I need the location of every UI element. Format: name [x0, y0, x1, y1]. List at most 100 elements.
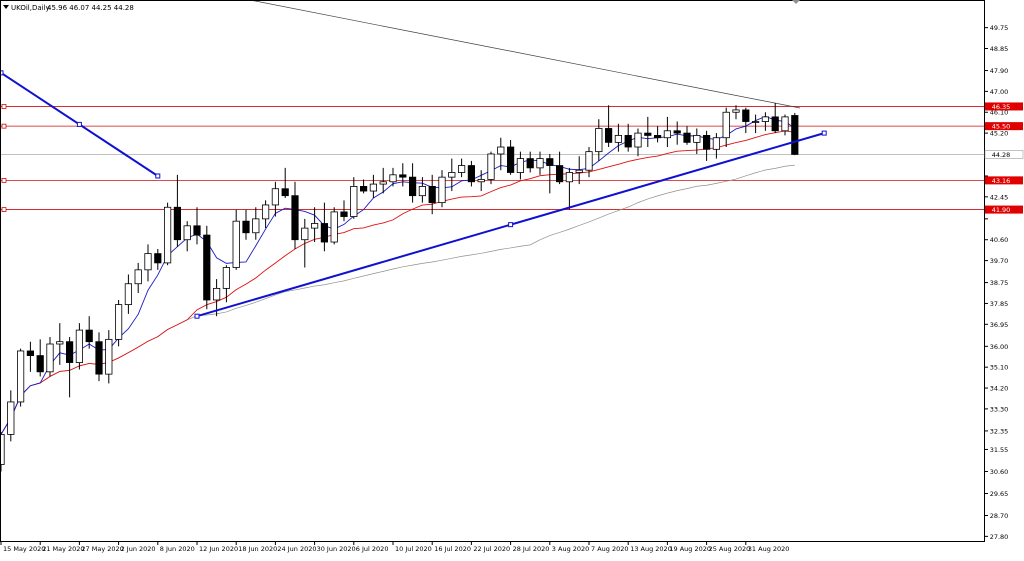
candle-body	[448, 172, 456, 178]
x-tick-label: 25 Aug 2020	[709, 545, 751, 553]
y-tick-label: 31.55	[990, 446, 1009, 454]
y-tick-label: 27.80	[990, 533, 1009, 541]
candle-body	[291, 195, 299, 241]
level-price-text: 45.50	[992, 123, 1011, 131]
candle-body	[203, 234, 211, 301]
level-price-text: 43.16	[992, 177, 1011, 185]
trend-channel[interactable]	[0, 70, 827, 319]
candle-body	[320, 223, 329, 243]
candle-body	[771, 116, 779, 132]
channel-handle	[821, 130, 827, 136]
candle-body	[634, 132, 642, 148]
y-tick-label: 34.20	[990, 385, 1009, 393]
candle-body	[781, 116, 789, 132]
candle-body	[565, 172, 574, 183]
ma-mid-line	[0, 130, 795, 435]
candle-body	[575, 169, 583, 173]
candle-body	[536, 158, 544, 169]
candle-body	[497, 146, 505, 155]
candle-body	[330, 211, 338, 243]
candle-body	[7, 401, 15, 435]
y-tick-label: 38.75	[990, 279, 1009, 287]
candle-body	[712, 137, 721, 150]
candle-body	[487, 153, 495, 180]
diagonal-trendline	[249, 0, 801, 109]
candle-body	[85, 329, 93, 343]
candle-body	[379, 181, 387, 185]
candle-body	[457, 165, 466, 173]
symbol-menu-icon[interactable]	[3, 5, 9, 9]
level-anchor	[1, 177, 7, 183]
y-tick-label: 49.75	[990, 24, 1009, 32]
y-tick-label: 37.85	[990, 300, 1009, 308]
x-tick-label: 24 Jun 2020	[277, 545, 316, 553]
candle-body	[614, 135, 623, 143]
candle-body	[526, 158, 534, 169]
x-tick-label: 27 May 2020	[81, 545, 123, 553]
candle-body	[428, 186, 436, 204]
level-price-badge	[985, 122, 1023, 131]
candle-body	[154, 253, 162, 264]
x-tick-label: 31 Aug 2020	[748, 545, 790, 553]
candle-body	[732, 109, 740, 113]
candle-body	[281, 188, 289, 197]
x-tick-label: 8 Jun 2020	[160, 545, 195, 553]
candle-body	[66, 341, 74, 363]
channel-handle	[194, 313, 200, 319]
candle-body	[418, 186, 427, 197]
x-tick-label: 22 Jul 2020	[473, 545, 510, 553]
candle-body	[183, 225, 191, 241]
y-tick-label: 46.10	[990, 109, 1009, 117]
candle-body	[673, 130, 681, 134]
x-tick-label: 2 Jun 2020	[121, 545, 156, 553]
candle-body	[105, 338, 113, 375]
candle-body	[115, 304, 123, 340]
candle-body	[546, 158, 554, 166]
x-tick-label: 16 Jul 2020	[434, 545, 471, 553]
candle-body	[144, 253, 152, 271]
y-tick-label: 47.90	[990, 67, 1009, 75]
candle-body	[477, 179, 485, 183]
candle-body	[703, 135, 711, 150]
candle-body	[261, 204, 270, 220]
ohlc-values: 45.96 46.07 44.25 44.28	[47, 4, 134, 12]
plot-frame	[0, 0, 985, 542]
x-tick-label: 19 Aug 2020	[669, 545, 711, 553]
candle-body	[124, 283, 132, 306]
y-tick-label: 42.45	[990, 193, 1009, 201]
price-labels: 46.35 45.50 43.16 41.90 44.28	[1, 102, 1024, 214]
candle-body	[467, 165, 476, 183]
chart-shift-icon[interactable]	[792, 0, 800, 4]
candle-body	[752, 121, 760, 123]
candle-body	[252, 218, 260, 234]
x-tick-label: 12 Jun 2020	[199, 545, 238, 553]
ma-fast-line	[0, 115, 796, 435]
x-tick-label: 3 Aug 2020	[552, 545, 590, 553]
y-tick-label: 29.65	[990, 490, 1009, 498]
y-tick-label: 47.00	[990, 88, 1009, 96]
candle-body	[134, 269, 142, 285]
x-tick-label: 6 Jul 2020	[356, 545, 389, 553]
candle-body	[585, 151, 593, 171]
candle-body	[340, 211, 348, 217]
x-tick-label: 21 May 2020	[42, 545, 84, 553]
x-tick-label: 15 May 2020	[3, 545, 45, 553]
candle-body	[516, 158, 525, 173]
candle-body	[26, 350, 35, 356]
candle-body	[242, 220, 250, 234]
candle-body	[654, 135, 662, 139]
candle-body	[271, 188, 280, 206]
candle-body	[350, 186, 358, 217]
candle-body	[506, 146, 515, 173]
candle-body	[212, 287, 221, 301]
symbol-label: UKOil,Daily	[11, 4, 50, 12]
channel-handle	[155, 173, 161, 179]
axes	[0, 0, 985, 542]
y-tick-label: 35.10	[990, 364, 1009, 372]
candle-body	[310, 223, 319, 229]
candle-body	[663, 130, 672, 139]
moving-averages	[0, 0, 801, 435]
